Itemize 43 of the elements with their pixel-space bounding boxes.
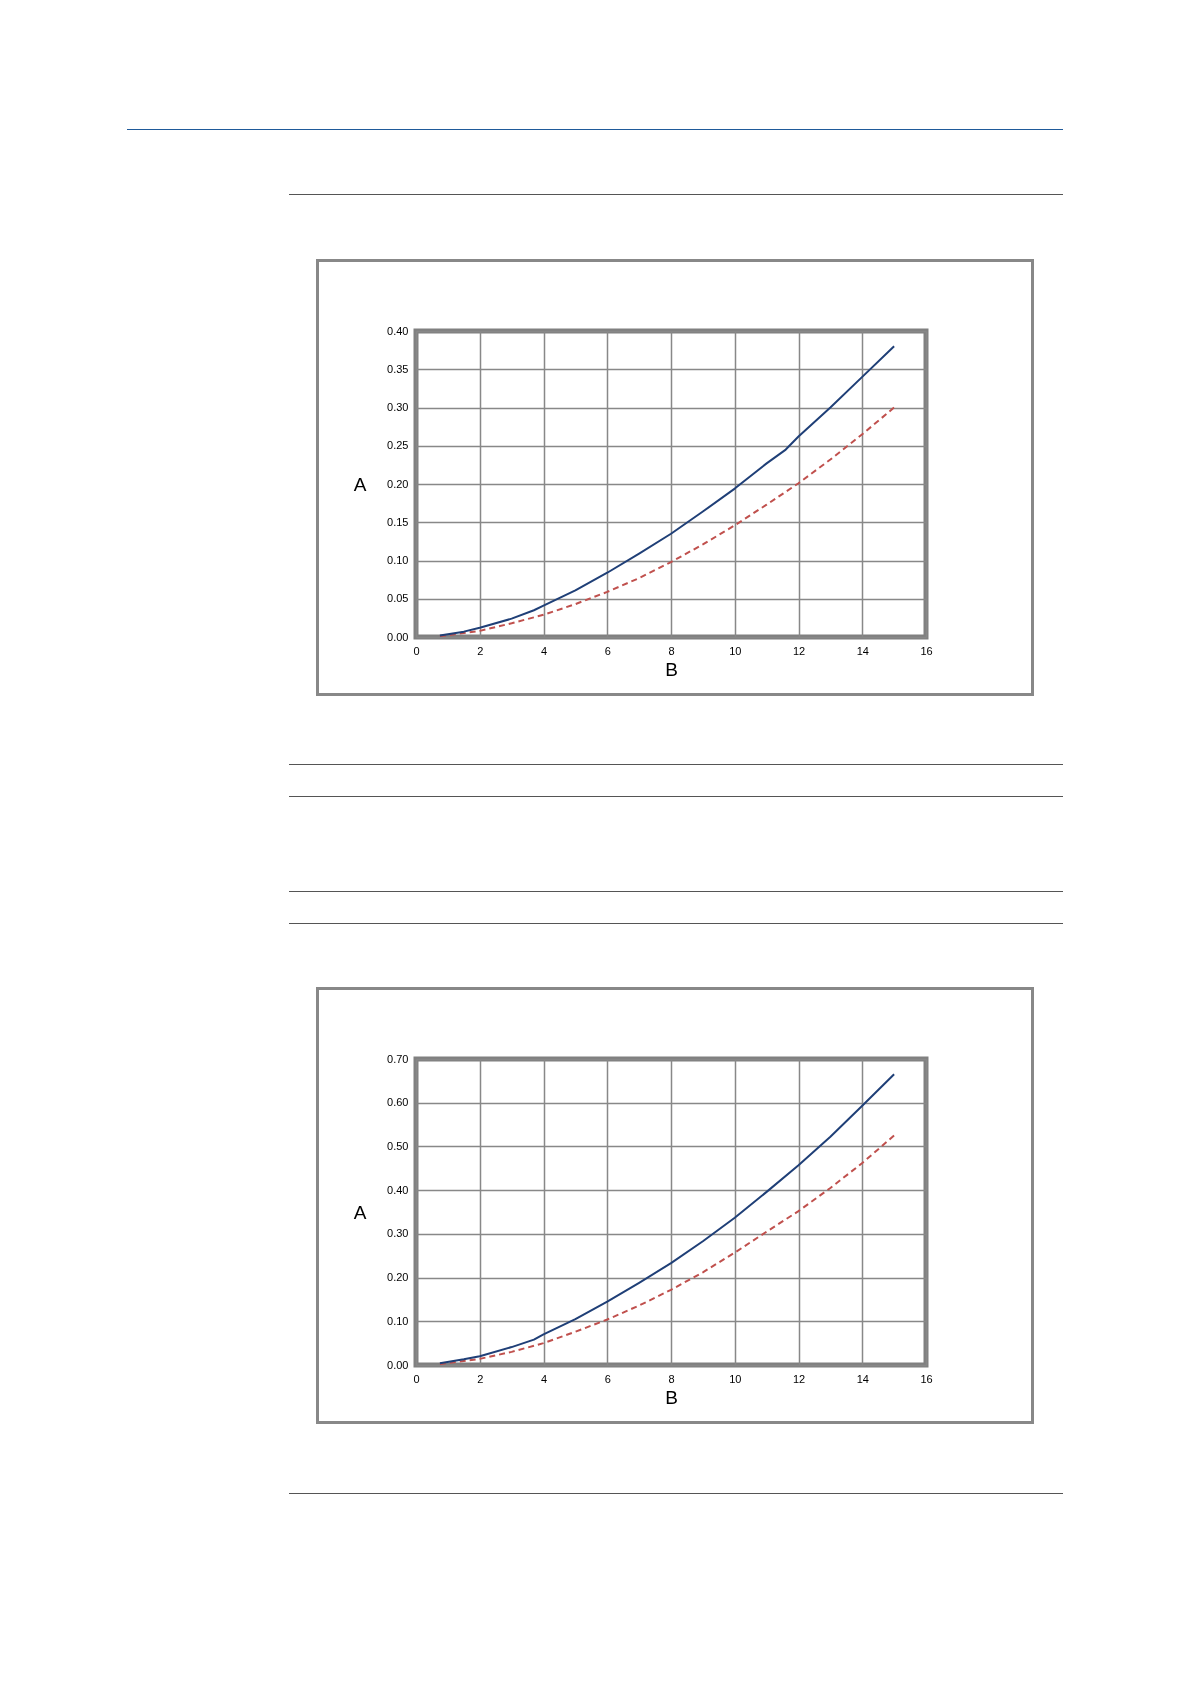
x-tick-label: 12 <box>792 644 806 657</box>
x-tick-label: 2 <box>477 1372 484 1385</box>
x-tick-label: 16 <box>920 644 933 657</box>
line-series <box>438 1134 896 1365</box>
x-tick-label: 6 <box>604 644 611 657</box>
y-tick-label: 0.20 <box>387 1271 409 1284</box>
x-tick-label: 8 <box>668 644 675 657</box>
x-tick-label: 0 <box>413 1372 420 1385</box>
line-series <box>438 345 896 637</box>
y-tick-label: 0.40 <box>387 324 409 337</box>
y-tick-label: 0.10 <box>387 554 409 566</box>
y-axis-title: A <box>353 1201 367 1223</box>
y-tick-label: 0.15 <box>387 515 409 528</box>
y-tick-label: 0.05 <box>387 592 409 605</box>
x-tick-label: 10 <box>729 644 742 657</box>
y-tick-label: 0.25 <box>387 439 409 452</box>
x-axis-title: B <box>665 658 678 680</box>
x-tick-label: 8 <box>668 1372 675 1385</box>
y-tick-label: 0.70 <box>387 1052 409 1065</box>
y-tick-label: 0.40 <box>387 1183 409 1196</box>
y-tick-label: 0.00 <box>387 630 409 643</box>
x-tick-label: 14 <box>856 1372 869 1385</box>
x-tick-label: 2 <box>477 644 484 657</box>
x-tick-label: 14 <box>856 644 869 657</box>
y-axis-title: A <box>353 473 367 495</box>
x-tick-label: 6 <box>604 1372 611 1385</box>
x-axis-title: B <box>665 1386 678 1408</box>
y-tick-label: 0.30 <box>387 401 409 413</box>
x-tick-label: 4 <box>540 644 548 657</box>
x-tick-label: 0 <box>413 644 420 657</box>
y-tick-label: 0.50 <box>387 1139 409 1152</box>
line-series <box>438 1073 896 1365</box>
x-tick-label: 4 <box>540 1372 548 1385</box>
x-tick-label: 16 <box>920 1372 933 1385</box>
x-tick-label: 12 <box>792 1372 806 1385</box>
y-tick-label: 0.00 <box>387 1358 409 1371</box>
y-tick-label: 0.10 <box>387 1314 409 1327</box>
x-tick-label: 10 <box>729 1372 742 1385</box>
y-tick-label: 0.30 <box>387 1227 409 1240</box>
y-tick-label: 0.35 <box>387 362 409 375</box>
y-tick-label: 0.20 <box>387 477 409 490</box>
y-tick-label: 0.60 <box>387 1096 409 1109</box>
line-series <box>438 406 896 637</box>
